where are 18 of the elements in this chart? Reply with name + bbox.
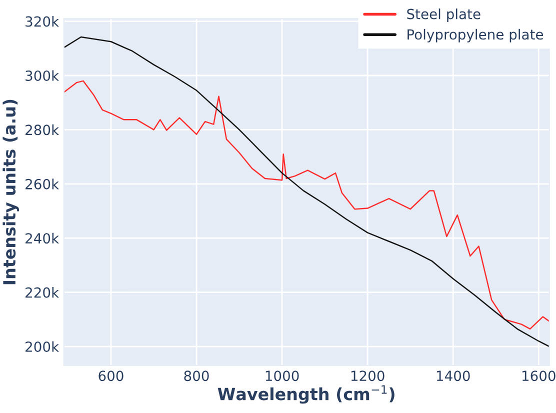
- y-tick-label: 220k: [26, 287, 60, 298]
- y-tick-label: 280k: [26, 124, 60, 136]
- x-tick-label: 1400: [436, 370, 470, 382]
- x-tick-label: 600: [98, 370, 124, 382]
- y-tick-label: 240k: [26, 232, 60, 244]
- line-series: [64, 80, 550, 330]
- y-axis-title: Intensity units (a.u): [2, 100, 19, 284]
- x-tick-label: 1600: [522, 370, 556, 382]
- x-tick-label: 1200: [351, 370, 384, 382]
- y-tick-label: 320k: [26, 16, 60, 27]
- y-tick-label: 200k: [26, 341, 60, 352]
- y-tick-label: 260k: [26, 178, 60, 190]
- x-tick-label: 1000: [266, 370, 299, 382]
- legend-label: Steel plate: [407, 8, 480, 22]
- x-axis-title: Wavelength (cm$^{−1}$): [218, 385, 394, 404]
- x-tick-label: 800: [184, 370, 209, 382]
- legend-label: Polypropylene plate: [408, 28, 544, 42]
- y-tick-label: 300k: [26, 70, 60, 81]
